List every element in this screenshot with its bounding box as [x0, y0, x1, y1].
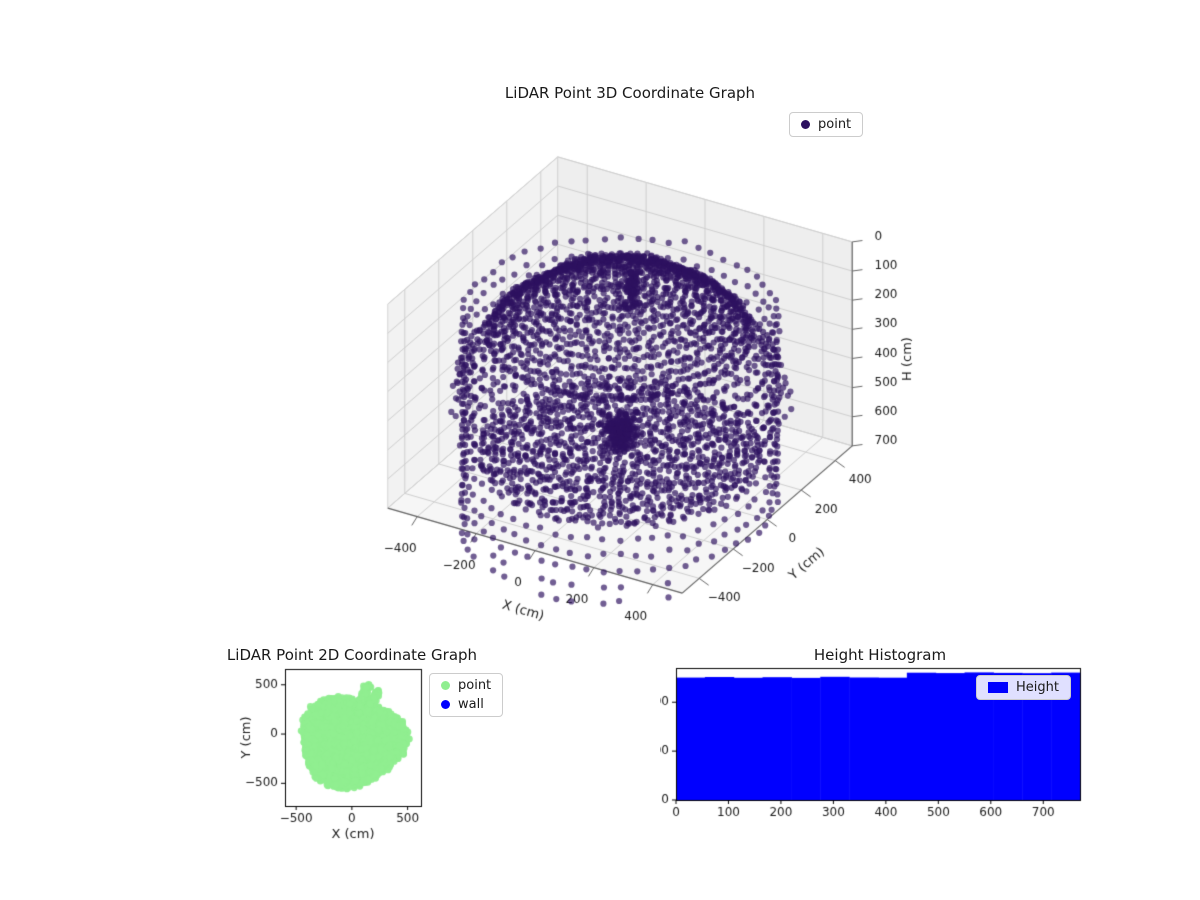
- height-swatch-icon: [988, 682, 1008, 693]
- histogram-title: Height Histogram: [813, 646, 947, 664]
- legend-2d-label-point: point: [458, 678, 492, 693]
- legend-2d-label-wall: wall: [458, 697, 484, 712]
- point-marker-icon: [441, 681, 450, 690]
- scatter3d-title: LiDAR Point 3D Coordinate Graph: [504, 84, 756, 102]
- point-marker-icon: [801, 120, 810, 129]
- wall-marker-icon: [441, 700, 450, 709]
- legend-3d-label-point: point: [818, 117, 852, 132]
- legend-histogram: Height: [976, 675, 1071, 700]
- legend-2d-row-wall: wall: [441, 697, 491, 712]
- legend-histogram-label: Height: [1016, 680, 1059, 695]
- scatter2d-title: LiDAR Point 2D Coordinate Graph: [226, 646, 478, 664]
- legend-2d: point wall: [429, 673, 504, 717]
- legend-2d-row-point: point: [441, 678, 491, 693]
- legend-3d: point: [789, 112, 864, 137]
- legend-3d-row-point: point: [801, 117, 851, 132]
- scatter3d-canvas: [320, 100, 940, 645]
- histogram-canvas: [660, 640, 1100, 865]
